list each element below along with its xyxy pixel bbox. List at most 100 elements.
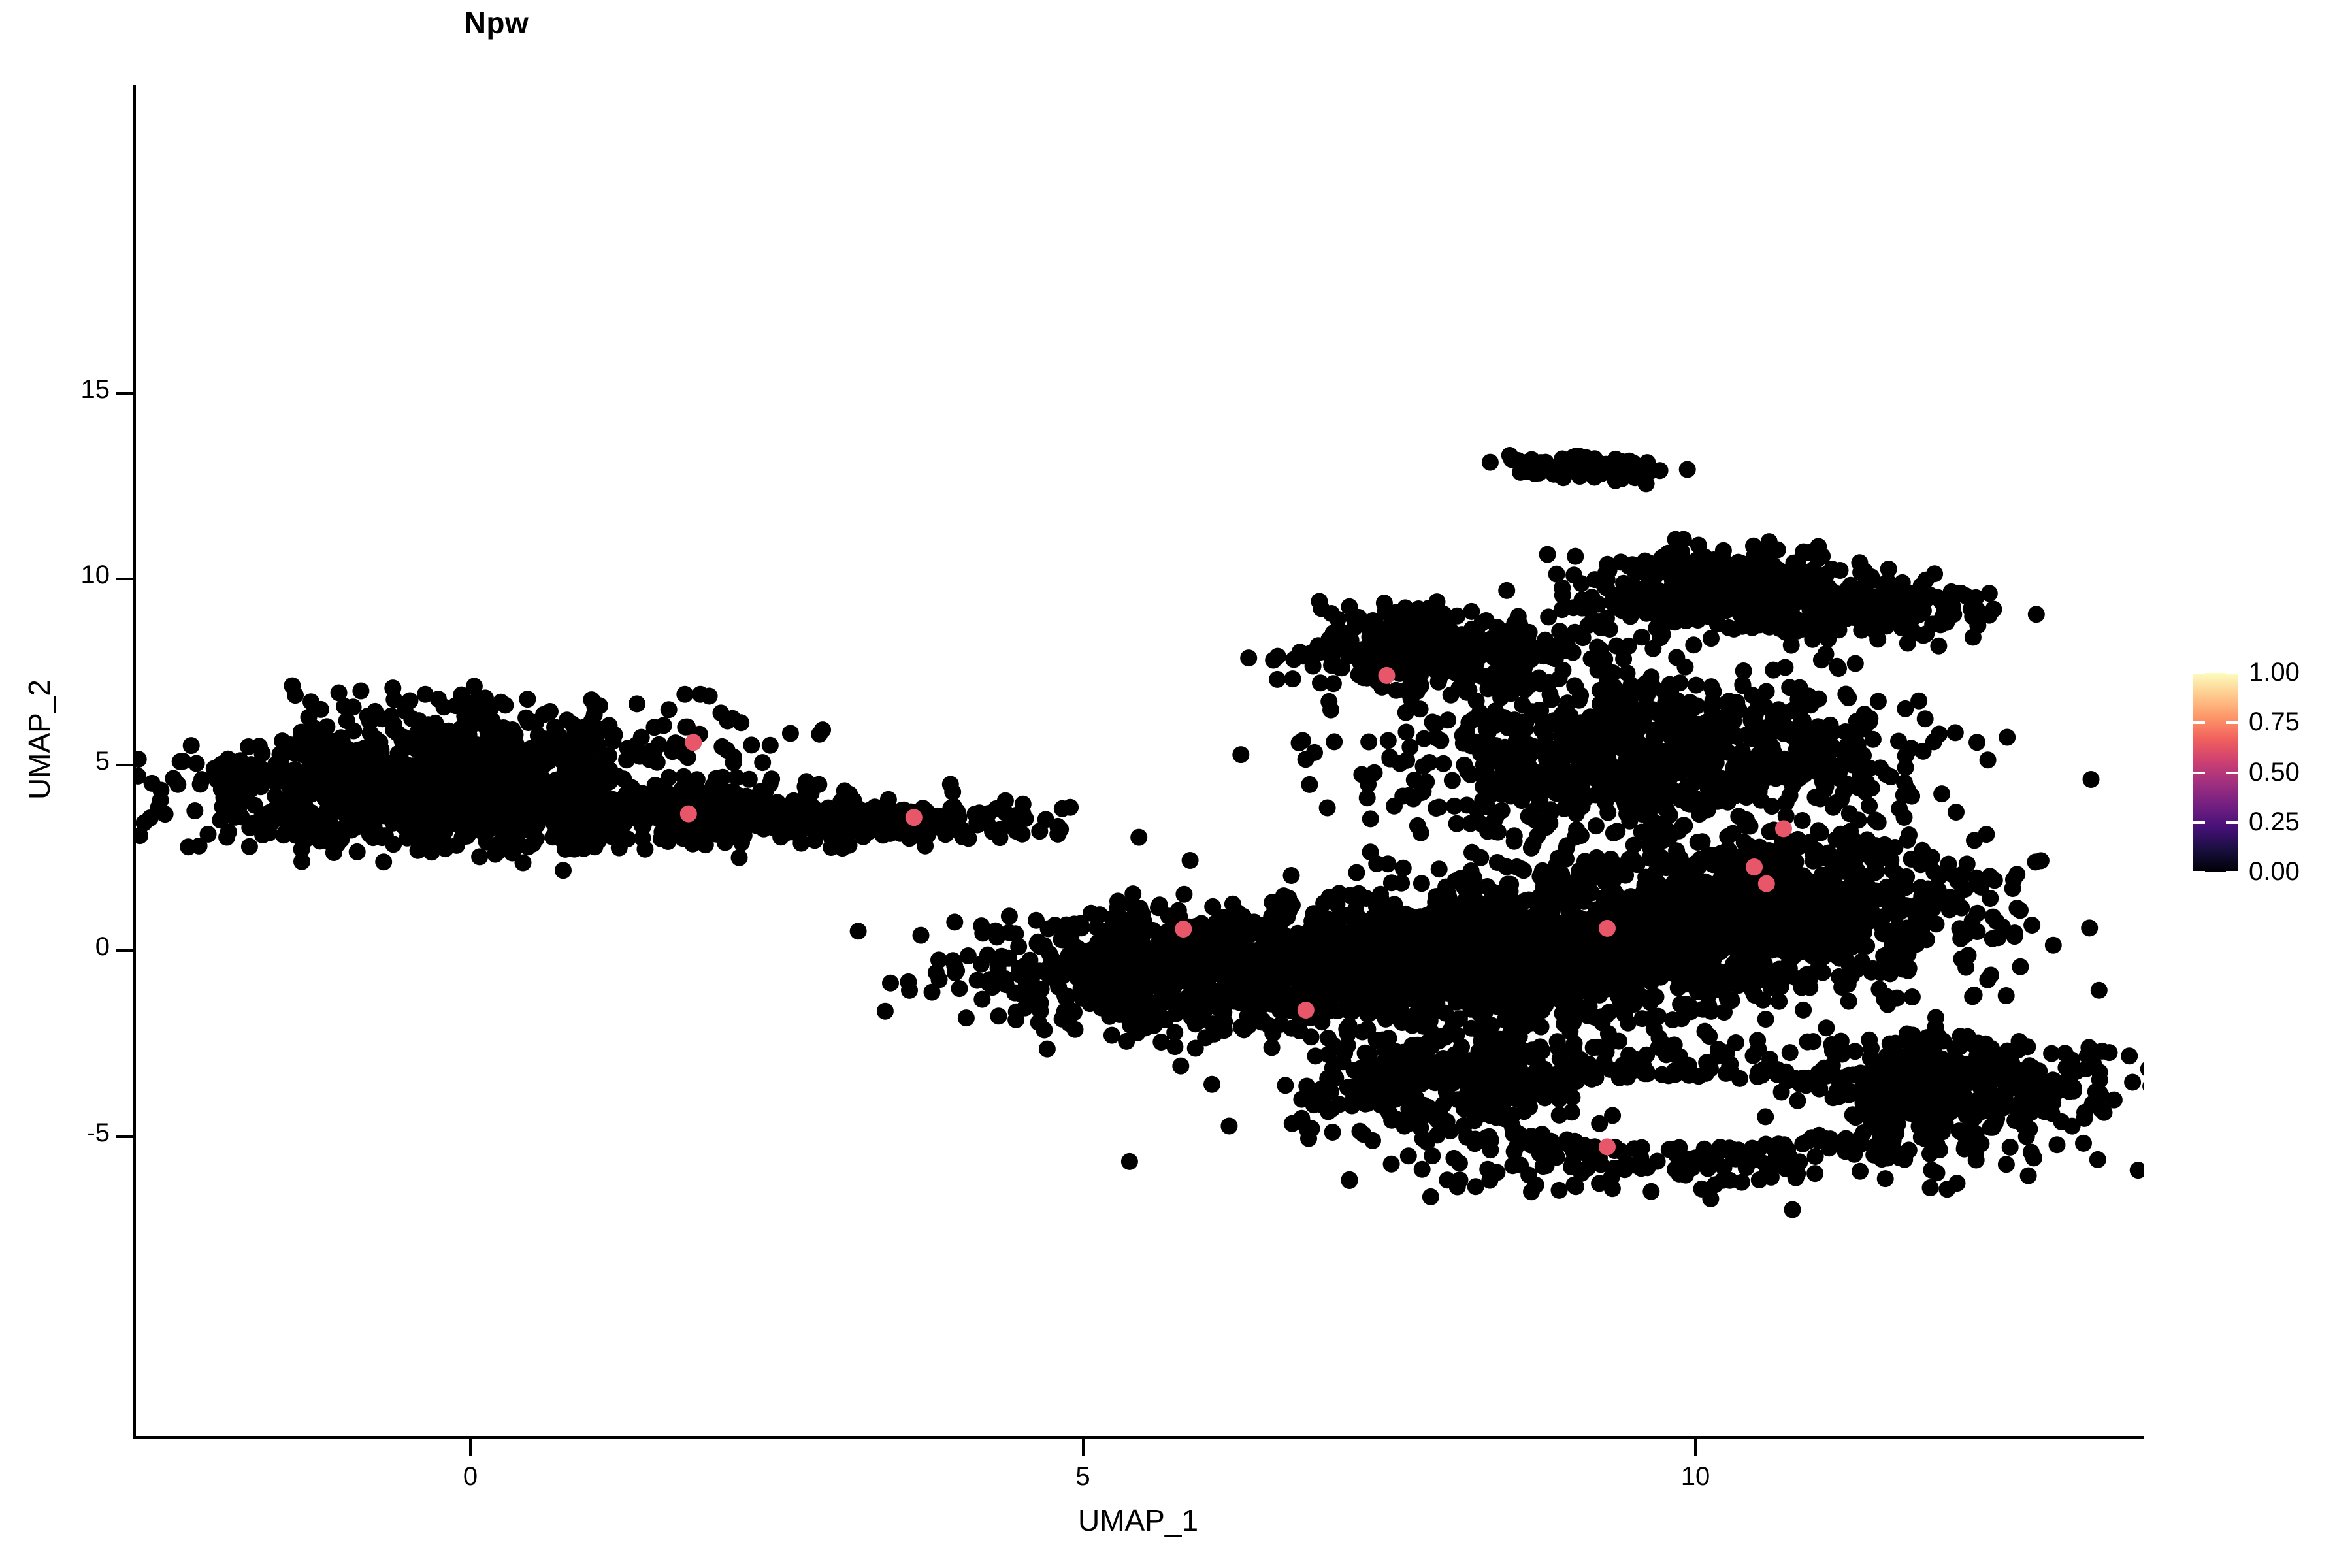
scatter-point	[462, 735, 480, 753]
scatter-point	[724, 710, 742, 727]
scatter-point	[1103, 909, 1121, 927]
scatter-point	[751, 804, 769, 821]
scatter-point	[1000, 907, 1018, 925]
scatter-point	[484, 816, 502, 833]
scatter-point	[1211, 954, 1229, 972]
scatter-point	[313, 811, 331, 828]
scatter-point	[1229, 904, 1247, 921]
scatter-point	[926, 814, 943, 832]
scatter-point	[1646, 892, 1663, 910]
scatter-point	[540, 753, 558, 770]
scatter-point	[740, 770, 758, 788]
scatter-point	[1477, 918, 1494, 936]
scatter-point	[814, 721, 832, 739]
scatter-point	[280, 789, 297, 807]
scatter-point	[1196, 918, 1213, 936]
scatter-point	[1488, 854, 1506, 871]
scatter-point	[900, 973, 917, 990]
scatter-point	[923, 983, 941, 1001]
scatter-point	[1030, 1014, 1047, 1032]
scatter-point	[1812, 651, 1830, 669]
scatter-point	[240, 838, 258, 855]
scatter-point	[798, 773, 815, 791]
scatter-point	[1037, 811, 1054, 828]
scatter-point	[1999, 728, 2016, 746]
scatter-point	[959, 947, 977, 964]
scatter-point	[1016, 999, 1034, 1017]
scatter-point	[1622, 957, 1639, 974]
scatter-point	[1486, 969, 1504, 987]
scatter-point	[1433, 956, 1451, 974]
scatter-point	[492, 693, 510, 711]
scatter-point	[1903, 988, 1921, 1005]
scatter-point	[309, 757, 327, 775]
scatter-point	[1633, 1010, 1651, 1028]
scatter-point	[1052, 821, 1070, 838]
scatter-point	[1556, 889, 1574, 907]
scatter-point	[549, 828, 566, 845]
scatter-point	[1450, 1010, 1468, 1028]
scatter-point	[830, 808, 847, 826]
scatter-point	[1028, 911, 1045, 929]
scatter-point	[1379, 928, 1396, 946]
scatter-point	[1677, 995, 1695, 1013]
scatter-point	[1397, 922, 1415, 939]
scatter-point	[1131, 937, 1149, 955]
scatter-point	[391, 754, 409, 771]
scatter-point	[508, 741, 525, 759]
scatter-point	[1446, 983, 1463, 1001]
scatter-point	[633, 817, 651, 834]
scatter-point	[522, 748, 540, 766]
scatter-point	[679, 749, 696, 766]
scatter-point	[1198, 958, 1215, 976]
scatter-point	[1724, 825, 1742, 842]
scatter-point	[1788, 940, 1805, 958]
scatter-point	[855, 828, 872, 845]
scatter-point	[373, 829, 391, 847]
scatter-point	[707, 770, 725, 787]
scatter-point	[1761, 860, 1778, 877]
scatter-point	[556, 790, 574, 808]
scatter-point	[1169, 1001, 1186, 1019]
scatter-point	[152, 781, 170, 799]
scatter-point	[2006, 924, 2023, 942]
scatter-point	[1691, 851, 1709, 868]
scatter-point	[1846, 655, 1864, 672]
scatter-point	[1504, 985, 1522, 1002]
scatter-point	[676, 685, 694, 703]
scatter-point	[1379, 943, 1396, 960]
scatter-point	[1658, 952, 1676, 970]
scatter-point	[1688, 676, 1705, 694]
scatter-point	[359, 779, 377, 797]
scatter-point	[1021, 951, 1039, 969]
scatter-point	[1100, 928, 1118, 946]
scatter-point	[604, 732, 622, 750]
scatter-point	[350, 817, 367, 834]
scatter-point	[1326, 733, 1343, 751]
scatter-point	[220, 823, 237, 841]
scatter-point	[2090, 981, 2108, 999]
scatter-point	[1182, 990, 1200, 1008]
scatter-point	[1358, 890, 1375, 907]
scatter-point	[1346, 998, 1364, 1015]
scatter-point	[1066, 1021, 1084, 1038]
scatter-point	[730, 849, 748, 866]
scatter-point	[1032, 994, 1049, 1012]
scatter-point	[576, 797, 593, 815]
scatter-point	[1957, 958, 1975, 976]
scatter-point	[1800, 872, 1818, 890]
scatter-point	[1252, 997, 1270, 1015]
scatter-point	[1946, 724, 1964, 742]
scatter-point	[2081, 919, 2099, 937]
scatter-point	[188, 755, 205, 772]
scatter-point	[1514, 915, 1532, 932]
scatter-point	[1128, 907, 1146, 925]
scatter-point	[1091, 906, 1109, 924]
scatter-point	[1175, 885, 1193, 903]
scatter-point	[1141, 1000, 1158, 1017]
scatter-point	[1958, 855, 1976, 873]
scatter-point	[1267, 913, 1284, 930]
scatter-point	[733, 834, 750, 851]
scatter-point	[1504, 1009, 1522, 1026]
scatter-point	[318, 718, 336, 736]
